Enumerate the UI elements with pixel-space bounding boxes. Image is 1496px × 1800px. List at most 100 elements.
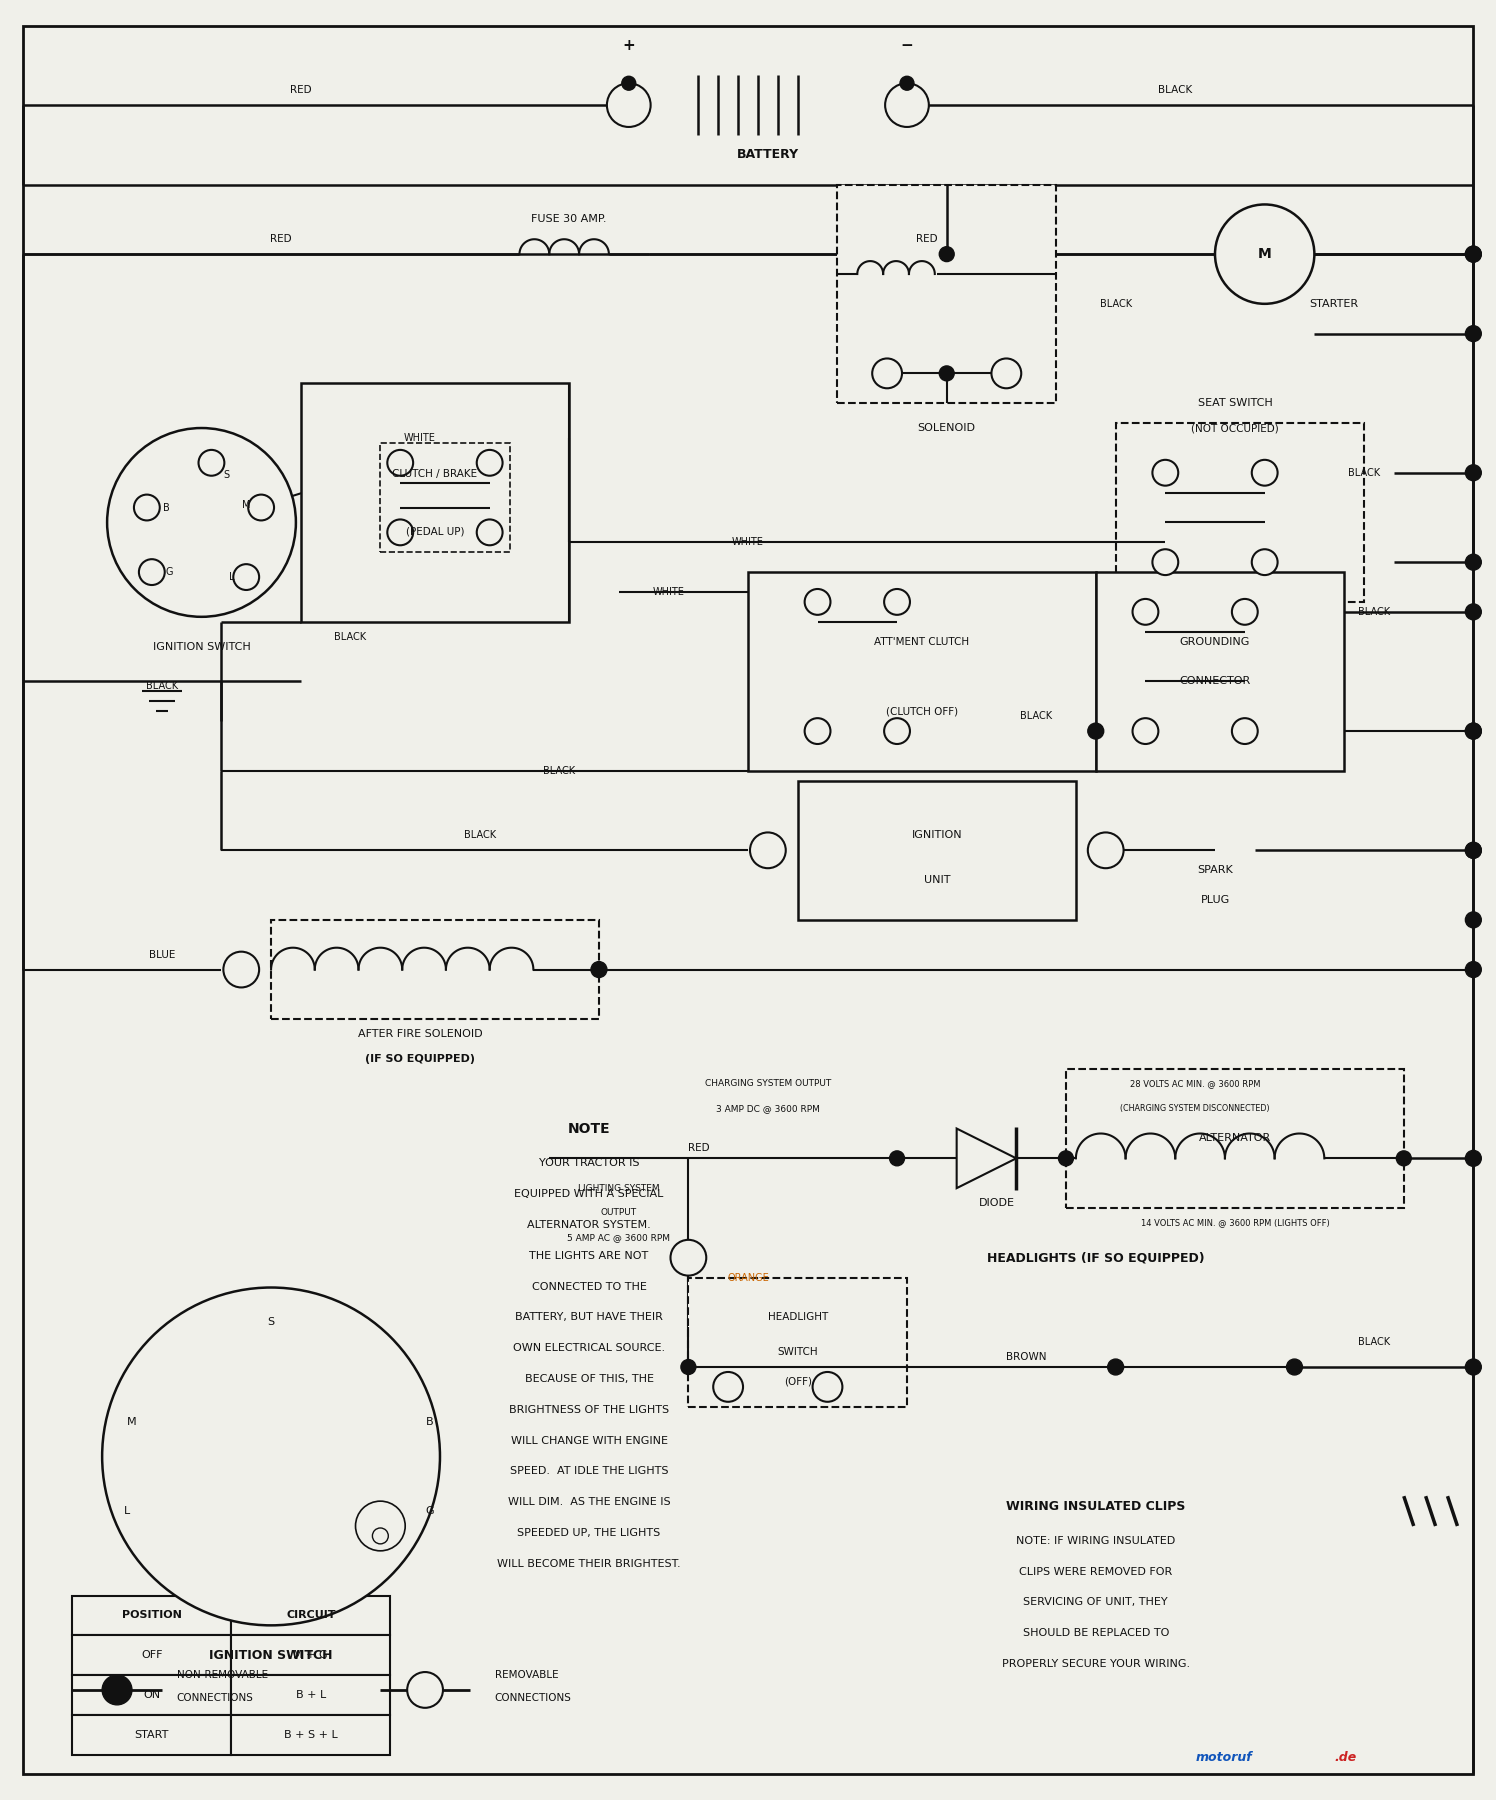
Bar [748, 572, 1095, 770]
Bar [380, 443, 510, 553]
Text: THE LIGHTS ARE NOT: THE LIGHTS ARE NOT [530, 1251, 649, 1260]
Text: IGNITION SWITCH: IGNITION SWITCH [153, 641, 250, 652]
Text: BLACK: BLACK [543, 765, 576, 776]
Circle shape [1152, 459, 1179, 486]
Bar [232, 1715, 390, 1755]
Text: (CHARGING SYSTEM DISCONNECTED): (CHARGING SYSTEM DISCONNECTED) [1121, 1103, 1270, 1112]
Circle shape [387, 520, 413, 545]
Circle shape [681, 1359, 696, 1375]
Text: SHOULD BE REPLACED TO: SHOULD BE REPLACED TO [1023, 1629, 1168, 1638]
Text: CHARGING SYSTEM OUTPUT: CHARGING SYSTEM OUTPUT [705, 1080, 830, 1089]
Circle shape [1466, 1150, 1481, 1166]
Text: G: G [166, 567, 174, 578]
Circle shape [248, 495, 274, 520]
Text: ALTERNATOR: ALTERNATOR [1198, 1134, 1272, 1143]
Circle shape [1466, 1359, 1481, 1375]
Text: BRIGHTNESS OF THE LIGHTS: BRIGHTNESS OF THE LIGHTS [509, 1404, 669, 1415]
Circle shape [1088, 724, 1104, 740]
Circle shape [373, 1528, 389, 1544]
Circle shape [1466, 554, 1481, 571]
Text: BLACK: BLACK [335, 632, 367, 641]
Text: WILL DIM.  AS THE ENGINE IS: WILL DIM. AS THE ENGINE IS [507, 1498, 670, 1507]
Text: M + G: M + G [293, 1651, 328, 1660]
Bar [72, 1715, 232, 1755]
Text: CLIPS WERE REMOVED FOR: CLIPS WERE REMOVED FOR [1019, 1566, 1173, 1577]
Text: S: S [223, 470, 229, 481]
Text: CONNECTIONS: CONNECTIONS [177, 1692, 253, 1703]
Circle shape [1466, 247, 1481, 263]
Circle shape [890, 1150, 905, 1166]
Circle shape [1466, 842, 1481, 859]
Text: START: START [135, 1730, 169, 1739]
Text: NOTE: IF WIRING INSULATED: NOTE: IF WIRING INSULATED [1016, 1535, 1176, 1546]
Circle shape [1466, 961, 1481, 977]
Text: L: L [229, 572, 233, 581]
Text: motoruf: motoruf [1195, 1751, 1252, 1764]
Circle shape [477, 520, 503, 545]
Text: B: B [426, 1417, 434, 1427]
Circle shape [884, 589, 910, 616]
Text: RED: RED [290, 85, 311, 95]
Text: ATT'MENT CLUTCH: ATT'MENT CLUTCH [874, 637, 969, 646]
Circle shape [1059, 1150, 1074, 1166]
Circle shape [1088, 832, 1123, 868]
Circle shape [1466, 842, 1481, 859]
Circle shape [714, 1372, 744, 1402]
Bar [142, 1408, 191, 1436]
Text: DIODE: DIODE [978, 1199, 1014, 1208]
Circle shape [387, 450, 413, 475]
Circle shape [607, 83, 651, 128]
Bar [1067, 1069, 1403, 1208]
Circle shape [356, 1501, 405, 1552]
Bar [688, 1278, 907, 1408]
Bar [232, 1634, 390, 1676]
Circle shape [992, 358, 1022, 389]
Text: PROPERLY SECURE YOUR WIRING.: PROPERLY SECURE YOUR WIRING. [1002, 1660, 1189, 1669]
Circle shape [1231, 718, 1258, 743]
Text: HEADLIGHTS (IF SO EQUIPPED): HEADLIGHTS (IF SO EQUIPPED) [987, 1251, 1204, 1264]
Text: SPEEDED UP, THE LIGHTS: SPEEDED UP, THE LIGHTS [518, 1528, 661, 1537]
Bar [797, 781, 1076, 920]
Circle shape [805, 589, 830, 616]
Text: (CLUTCH OFF): (CLUTCH OFF) [886, 706, 957, 716]
Circle shape [872, 358, 902, 389]
Circle shape [1252, 549, 1278, 574]
Text: BLACK: BLACK [464, 830, 495, 841]
Text: BLACK: BLACK [1348, 468, 1381, 477]
Circle shape [1466, 913, 1481, 927]
Text: REMOVABLE: REMOVABLE [495, 1670, 558, 1679]
Circle shape [886, 83, 929, 128]
Text: −: − [901, 38, 914, 52]
Text: FUSE 30 AMP.: FUSE 30 AMP. [531, 214, 607, 225]
Text: (NOT OCCUPIED): (NOT OCCUPIED) [1191, 423, 1279, 434]
Text: SEAT SWITCH: SEAT SWITCH [1197, 398, 1272, 409]
Circle shape [812, 1372, 842, 1402]
Text: BROWN: BROWN [1005, 1352, 1047, 1363]
Text: WHITE: WHITE [732, 536, 764, 547]
Circle shape [670, 1240, 706, 1276]
Bar [232, 1595, 390, 1634]
Circle shape [591, 961, 607, 977]
Circle shape [1252, 459, 1278, 486]
Text: G: G [426, 1507, 434, 1516]
Bar [232, 1676, 390, 1715]
Text: CLUTCH / BRAKE: CLUTCH / BRAKE [392, 470, 477, 479]
Text: IGNITION SWITCH: IGNITION SWITCH [209, 1649, 332, 1661]
Text: WHITE: WHITE [404, 434, 435, 443]
Text: BATTERY: BATTERY [738, 148, 799, 162]
Text: BATTERY, BUT HAVE THEIR: BATTERY, BUT HAVE THEIR [515, 1312, 663, 1323]
Text: CONNECTED TO THE: CONNECTED TO THE [531, 1282, 646, 1292]
Text: RED: RED [916, 234, 938, 245]
Text: 5 AMP AC @ 3600 RPM: 5 AMP AC @ 3600 RPM [567, 1233, 670, 1242]
Circle shape [1132, 599, 1158, 625]
Circle shape [1107, 1359, 1123, 1375]
Polygon shape [956, 1129, 1016, 1188]
Text: (OFF): (OFF) [784, 1377, 812, 1388]
Circle shape [139, 560, 165, 585]
Circle shape [477, 450, 503, 475]
Circle shape [939, 247, 954, 261]
Circle shape [901, 76, 914, 90]
Text: BLACK: BLACK [1358, 1337, 1390, 1346]
Text: AFTER FIRE SOLENOID: AFTER FIRE SOLENOID [358, 1030, 482, 1039]
Text: RED: RED [271, 234, 292, 245]
